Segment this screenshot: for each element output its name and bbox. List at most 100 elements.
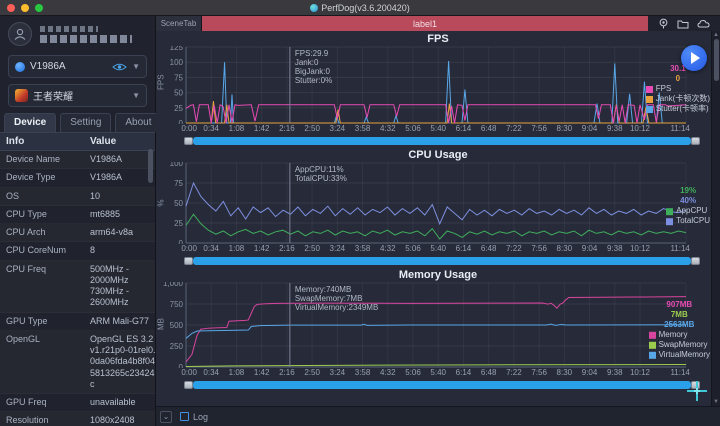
user-avatar-icon[interactable]	[8, 22, 32, 46]
legend-swatch-icon	[648, 351, 656, 359]
content-panel: SceneTab label1 FPS FPS 0 25 50 75 100 125 FPS:2…	[156, 16, 720, 426]
slider-handle-left[interactable]	[184, 257, 193, 265]
table-row: Device Type V1986A	[0, 169, 155, 187]
maximize-window-button[interactable]	[35, 3, 43, 12]
slider-handle-right[interactable]	[691, 137, 700, 145]
legend-item[interactable]: Jank(卡顿次数)	[645, 94, 710, 104]
user-info-line2	[40, 34, 132, 43]
info-cell: OpenGL	[6, 333, 41, 344]
scroll-up-arrow[interactable]: ▲	[713, 32, 719, 38]
tab-about[interactable]: About	[115, 113, 162, 132]
legend-item[interactable]: FPS	[645, 84, 710, 94]
sidebar: V1986A ▼ 王者荣耀 ▼ Device Setting About Inf…	[0, 16, 162, 426]
x-tick-label: 8:30	[556, 244, 573, 253]
slider-track[interactable]	[193, 137, 691, 145]
slider-handle-right[interactable]	[691, 381, 700, 389]
table-header: Info Value	[0, 133, 155, 151]
legend-item[interactable]: TotalCPU	[666, 216, 710, 226]
info-cell: CPU Freq	[6, 263, 47, 274]
time-range-slider[interactable]	[184, 381, 700, 389]
app-selector[interactable]: 王者荣耀 ▼	[8, 84, 147, 107]
screen-preview-eye-icon[interactable]	[112, 62, 127, 72]
slider-handle-left[interactable]	[184, 381, 193, 389]
location-marker-icon[interactable]	[658, 18, 669, 29]
plot-area[interactable]: 0 25 50 75 100 AppCPU:11%TotalCPU:33%	[156, 162, 696, 244]
x-tick-label: 0:00	[181, 124, 197, 133]
add-annotation-crosshair-icon[interactable]	[686, 380, 708, 402]
x-tick-label: 3:24	[329, 244, 346, 253]
scene-tab[interactable]: SceneTab	[156, 16, 202, 31]
legend-item[interactable]: Memory	[648, 329, 710, 340]
user-info-line1	[40, 25, 98, 32]
device-selector-value: V1986A	[30, 61, 66, 72]
x-tick-label: 2:16	[279, 368, 295, 377]
tooltip-line: AppCPU:11%	[295, 165, 344, 174]
x-tick-label: 9:04	[581, 368, 598, 377]
legend-item[interactable]: AppCPU	[666, 206, 710, 216]
current-value: 2563MB	[664, 319, 695, 329]
slider-track[interactable]	[193, 381, 691, 389]
collapse-panel-icon[interactable]: ⌄	[160, 410, 172, 423]
time-range-slider[interactable]	[184, 137, 700, 145]
legend-label: FPS	[655, 84, 672, 93]
bottom-bar: ⌄ Log	[156, 406, 720, 426]
legend-item[interactable]: SwapMemory	[648, 339, 710, 350]
plot-area[interactable]: 0 25 50 75 100 125 FPS:29.9Jank:0BigJank:0Stut…	[156, 46, 696, 124]
log-checkbox[interactable]	[180, 412, 189, 421]
slider-track[interactable]	[193, 257, 691, 265]
close-window-button[interactable]	[7, 3, 15, 12]
x-tick-label: 7:22	[506, 124, 522, 133]
legend-label: Memory	[658, 329, 688, 339]
series-totalcpu-line	[185, 181, 687, 226]
scene-label-bar[interactable]: label1	[202, 16, 648, 31]
x-tick-label: 2:16	[279, 244, 295, 253]
x-tick-label: 8:30	[556, 124, 573, 133]
svg-text:25: 25	[174, 219, 183, 228]
slider-handle-left[interactable]	[184, 137, 193, 145]
svg-text:250: 250	[170, 342, 184, 351]
x-tick-label: 9:04	[581, 124, 598, 133]
legend-swatch-icon	[645, 85, 653, 93]
main-scrollbar[interactable]: ▲ ▼	[711, 31, 720, 406]
x-tick-label: 11:14	[670, 368, 690, 377]
tooltip-line: BigJank:0	[295, 67, 331, 76]
x-tick-label: 0:34	[203, 368, 220, 377]
value-cell: unavailable	[90, 397, 136, 407]
info-cell: Resolution	[6, 415, 49, 426]
tooltip-line: Memory:740MB	[295, 285, 351, 294]
plot-area[interactable]: 0 250 500 750 1,000 Memory:740MBSwapMemory:7M…	[156, 282, 696, 368]
scroll-down-arrow[interactable]: ▼	[713, 399, 719, 405]
series-appcpu-line	[185, 213, 687, 240]
folder-icon[interactable]	[677, 19, 689, 29]
main-scrollbar-thumb[interactable]	[714, 39, 719, 81]
legend-item[interactable]: Stutter(卡顿率)	[645, 104, 710, 114]
x-tick-label: 9:38	[606, 124, 623, 133]
sidebar-scrollbar-thumb[interactable]	[148, 149, 153, 183]
legend-swatch-icon	[648, 341, 656, 349]
cloud-upload-icon[interactable]	[697, 19, 710, 28]
y-axis-label: FPS	[156, 74, 166, 90]
device-selector[interactable]: V1986A ▼	[8, 55, 147, 78]
table-row: CPU Type mt6885	[0, 206, 155, 224]
x-tick-label: 4:32	[379, 244, 396, 253]
tab-setting[interactable]: Setting	[60, 113, 112, 132]
minimize-window-button[interactable]	[21, 3, 29, 12]
series-virtualmemory-line	[185, 323, 687, 339]
tab-device[interactable]: Device	[4, 113, 57, 132]
slider-handle-right[interactable]	[691, 257, 700, 265]
legend-label: SwapMemory	[658, 339, 708, 349]
tooltip-line: VirtualMemory:2349MB	[295, 303, 378, 312]
sidebar-scrollbar[interactable]	[148, 147, 154, 424]
svg-text:125: 125	[170, 46, 184, 52]
legend-item[interactable]: VirtualMemory	[648, 350, 710, 360]
svg-text:500: 500	[170, 321, 184, 330]
svg-text:100: 100	[170, 162, 184, 168]
x-tick-label: 3:24	[329, 368, 346, 377]
time-range-slider[interactable]	[184, 257, 700, 265]
start-test-button[interactable]	[681, 45, 707, 71]
account-area[interactable]	[0, 16, 155, 52]
x-tick-label: 7:22	[506, 244, 522, 253]
series-swapmemory-line	[185, 363, 687, 367]
log-toggle[interactable]: Log	[180, 412, 208, 422]
x-tick-label: 9:38	[606, 244, 623, 253]
